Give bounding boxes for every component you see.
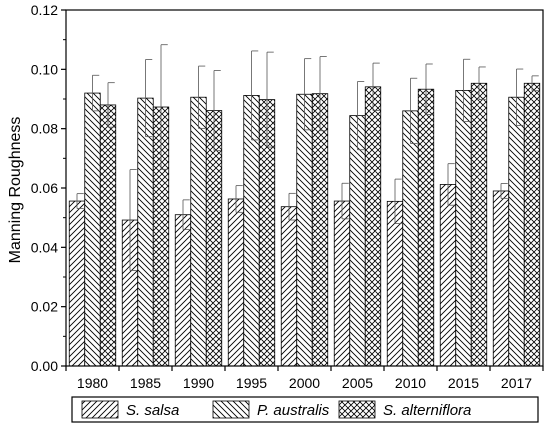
bar-1995-1 [227, 198, 245, 367]
y-tick-label: 0.10 [31, 61, 58, 77]
bar-2017-2 [508, 96, 525, 367]
y-tick-label: 0.00 [31, 358, 58, 374]
y-tick-label: 0.02 [31, 299, 58, 315]
bar-1990-1 [174, 214, 192, 367]
bar-2015-2 [455, 89, 472, 367]
y-tick-label: 0.08 [31, 121, 58, 137]
legend-label-2: P. australis [257, 402, 330, 419]
bar-2000-3 [311, 93, 329, 367]
bar-1980-2 [84, 92, 101, 367]
bar-1985-2 [137, 97, 154, 367]
x-tick-label: 1990 [183, 375, 214, 391]
bar-2000-1 [280, 206, 298, 367]
axes-layer: 0.00 0.02 0.04 0.06 0.08 0.10 0.12 1980 1985 1990… [31, 2, 544, 391]
x-tick-label: 2000 [289, 375, 320, 391]
y-tick-label: 0.06 [31, 180, 58, 196]
legend-swatch-3 [338, 400, 376, 419]
bar-1980-1 [68, 200, 86, 367]
bar-1990-2 [190, 96, 207, 367]
bar-2010-1 [386, 200, 404, 367]
bar-2017-3 [523, 82, 541, 367]
bar-1980-3 [99, 104, 117, 367]
y-axis-title: Manning Roughness [7, 117, 24, 264]
y-tick-label: 0.12 [31, 2, 58, 18]
bar-2017-1 [492, 190, 510, 367]
legend-label-3: S. alterniflora [383, 402, 471, 419]
legend-label-1: S. salsa [126, 402, 179, 419]
x-tick-label: 1995 [236, 375, 267, 391]
x-tick-label: 2005 [342, 375, 373, 391]
bar-2010-3 [417, 88, 435, 367]
x-tick-label: 2015 [448, 375, 479, 391]
bars-layer [68, 44, 541, 367]
legend-box [71, 396, 539, 423]
bar-2000-2 [296, 93, 313, 367]
bar-2005-1 [333, 200, 351, 367]
y-tick-label: 0.04 [31, 239, 58, 255]
bar-2015-1 [439, 184, 457, 367]
x-tick-label: 2010 [395, 375, 426, 391]
bar-2005-3 [364, 86, 382, 367]
x-tick-label: 1980 [77, 375, 108, 391]
bar-2005-2 [349, 115, 366, 367]
bar-2015-3 [470, 82, 488, 367]
legend-swatch-2 [212, 400, 250, 419]
bar-2010-2 [402, 110, 419, 367]
x-tick-label: 2017 [501, 375, 532, 391]
x-tick-label: 1985 [130, 375, 161, 391]
legend: S. salsa P. australis S. alterniflora [71, 396, 539, 423]
legend-swatch-1 [81, 400, 119, 419]
